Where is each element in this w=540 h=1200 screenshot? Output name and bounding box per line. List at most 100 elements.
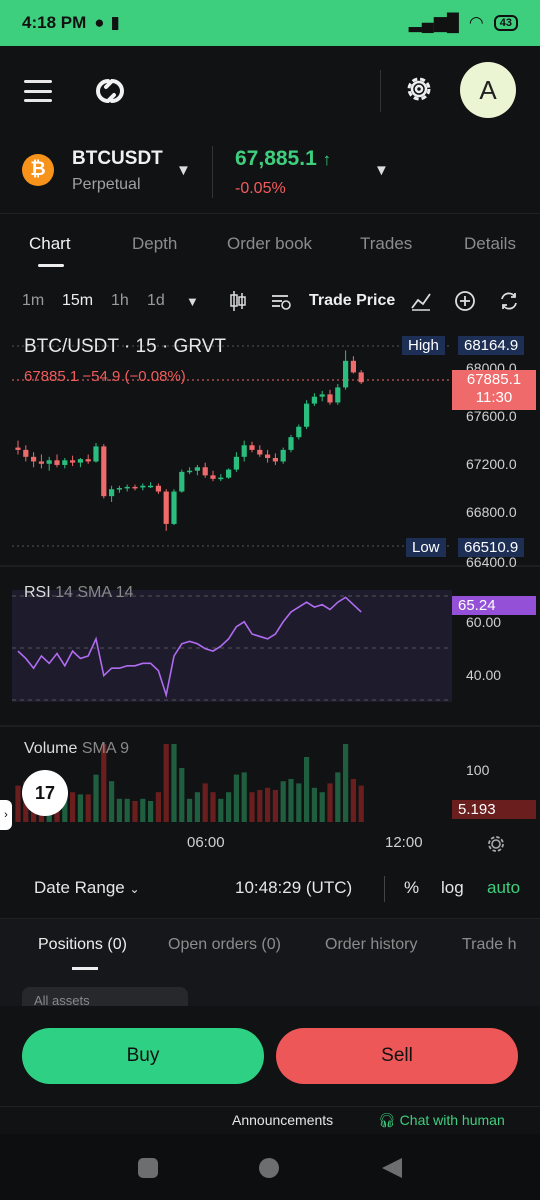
refresh-icon[interactable] [498,290,520,312]
chart-title: BTC/USDT · 15 · GRVT [24,336,226,357]
volume-bar [296,783,302,822]
tab-positions[interactable]: Positions (0) [38,936,127,953]
candle-body [327,394,333,403]
app-header: A [0,46,540,136]
candle-body [194,467,200,471]
user-avatar[interactable]: A [460,62,516,118]
candle-body [226,469,232,478]
chart-toolbar: 1m 15m 1h 1d ▼ Trade Price [0,282,540,320]
volume-bar [210,792,216,822]
rsi-value-tag: 65.24 [452,596,536,615]
volume-bar [319,792,325,822]
time-tick: 06:00 [187,834,225,851]
candle-body [109,489,115,497]
tab-details[interactable]: Details [464,234,516,253]
line-chart-icon[interactable] [410,290,432,312]
chart-tabs: Chart Depth Order book Trades Details [0,222,540,270]
tab-order-book[interactable]: Order book [227,234,313,253]
utc-clock[interactable]: 10:48:29 (UTC) [235,878,353,897]
app-logo[interactable] [88,73,132,109]
trade-price-toggle[interactable]: Trade Price [309,292,396,309]
volume-bar [15,785,21,822]
interval-1m[interactable]: 1m [22,292,45,309]
volume-bar [109,781,115,822]
percent-scale-toggle[interactable]: % [404,878,420,897]
tab-depth[interactable]: Depth [132,234,178,253]
volume-bar [226,792,232,822]
candle-body [179,471,185,492]
battery-icon: 43 [493,15,518,31]
wifi-icon: ◠ [468,13,484,32]
ticker-details-chevron-down-icon[interactable]: ▼ [374,162,389,179]
chart-settings-gear-icon[interactable] [484,832,508,856]
last-price: 67,885.1 ↑ [235,147,332,170]
tab-open-orders[interactable]: Open orders (0) [168,936,281,953]
home-icon[interactable] [259,1158,279,1178]
interval-1h[interactable]: 1h [111,292,129,309]
volume-bar [163,744,169,822]
volume-bar [148,801,154,822]
current-price-tag: 67885.1 11:30 [452,370,536,410]
candle-body [187,470,193,473]
low-label: Low [406,538,446,557]
menu-icon[interactable] [24,80,52,102]
volume-bar [171,744,177,822]
candle-body [155,485,161,492]
volume-bar [280,781,286,822]
sell-button[interactable]: Sell [276,1028,518,1084]
price-tick: 67600.0 [466,408,517,424]
tab-trades[interactable]: Trades [360,234,413,253]
interval-15m[interactable]: 15m [62,292,94,309]
date-range-dropdown[interactable]: Date Range ⌄ [34,878,140,897]
chat-notification-icon: ● [94,13,105,32]
recent-apps-icon[interactable] [138,1158,158,1178]
buy-button[interactable]: Buy [22,1028,264,1084]
settings-gear-icon[interactable] [402,72,436,106]
announcements-link[interactable]: Announcements [232,1112,334,1128]
candle-body [218,477,224,480]
chart-area[interactable]: BTC/USDT · 15 · GRVT 67885.1 −54.9 (−0.0… [0,326,540,856]
rsi-label: RSI 14 SMA 14 [24,584,134,601]
candle-body [77,459,83,463]
candle-body [171,491,177,524]
candle-body [46,460,52,464]
candle-body [257,449,263,455]
file-notification-icon: ▮ [110,13,120,32]
candle-body [319,394,325,397]
volume-label: Volume SMA 9 [24,740,129,757]
tradingview-logo[interactable]: 17 [22,770,68,816]
tab-trade-history[interactable]: Trade h [462,936,517,953]
volume-bar [311,787,317,822]
candle-body [272,457,278,462]
volume-bar [155,792,161,822]
interval-1d[interactable]: 1d [147,292,165,309]
interval-more-chevron-down-icon[interactable]: ▼ [186,294,199,309]
tab-order-history[interactable]: Order history [325,936,418,953]
add-indicator-plus-icon[interactable] [454,290,476,312]
back-icon[interactable] [382,1158,402,1178]
drawer-handle-chevron-right-icon[interactable]: › [0,800,12,830]
indicators-icon[interactable] [270,290,292,312]
candle-body [249,445,255,450]
volume-bar [249,792,255,822]
candle-body [62,460,68,465]
market-symbol[interactable]: BTCUSDT [72,148,163,169]
log-scale-toggle[interactable]: log [441,878,464,897]
signal-icon: ▂▄▆█ [408,13,459,32]
tab-chart[interactable]: Chart [29,234,71,253]
candle-type-icon[interactable] [228,290,248,312]
volume-tick: 100 [466,762,490,778]
headset-icon: 🎧︎ [378,1112,396,1128]
chat-with-human-link[interactable]: 🎧︎ Chat with human [378,1112,505,1128]
volume-bar [358,785,364,822]
current-price-tag-value: 67885.1 [466,371,522,388]
price-tick: 66400.0 [466,554,517,570]
candle-countdown: 11:30 [475,389,513,406]
auto-scale-toggle[interactable]: auto [487,878,521,897]
candle-body [343,360,349,388]
price-tick: 66800.0 [466,504,517,520]
price-change-percent: -0.05% [235,180,286,197]
volume-bar [62,792,68,822]
market-select-chevron-down-icon[interactable]: ▼ [176,162,191,179]
volume-bar [140,798,146,822]
